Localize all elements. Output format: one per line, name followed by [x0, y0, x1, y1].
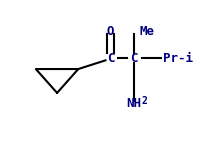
Text: C: C	[107, 52, 114, 65]
Text: 2: 2	[141, 95, 147, 105]
Text: C: C	[131, 52, 138, 65]
Text: NH: NH	[126, 97, 141, 110]
Text: Pr-i: Pr-i	[163, 52, 193, 65]
Text: O: O	[107, 25, 114, 38]
Text: Me: Me	[140, 25, 154, 38]
